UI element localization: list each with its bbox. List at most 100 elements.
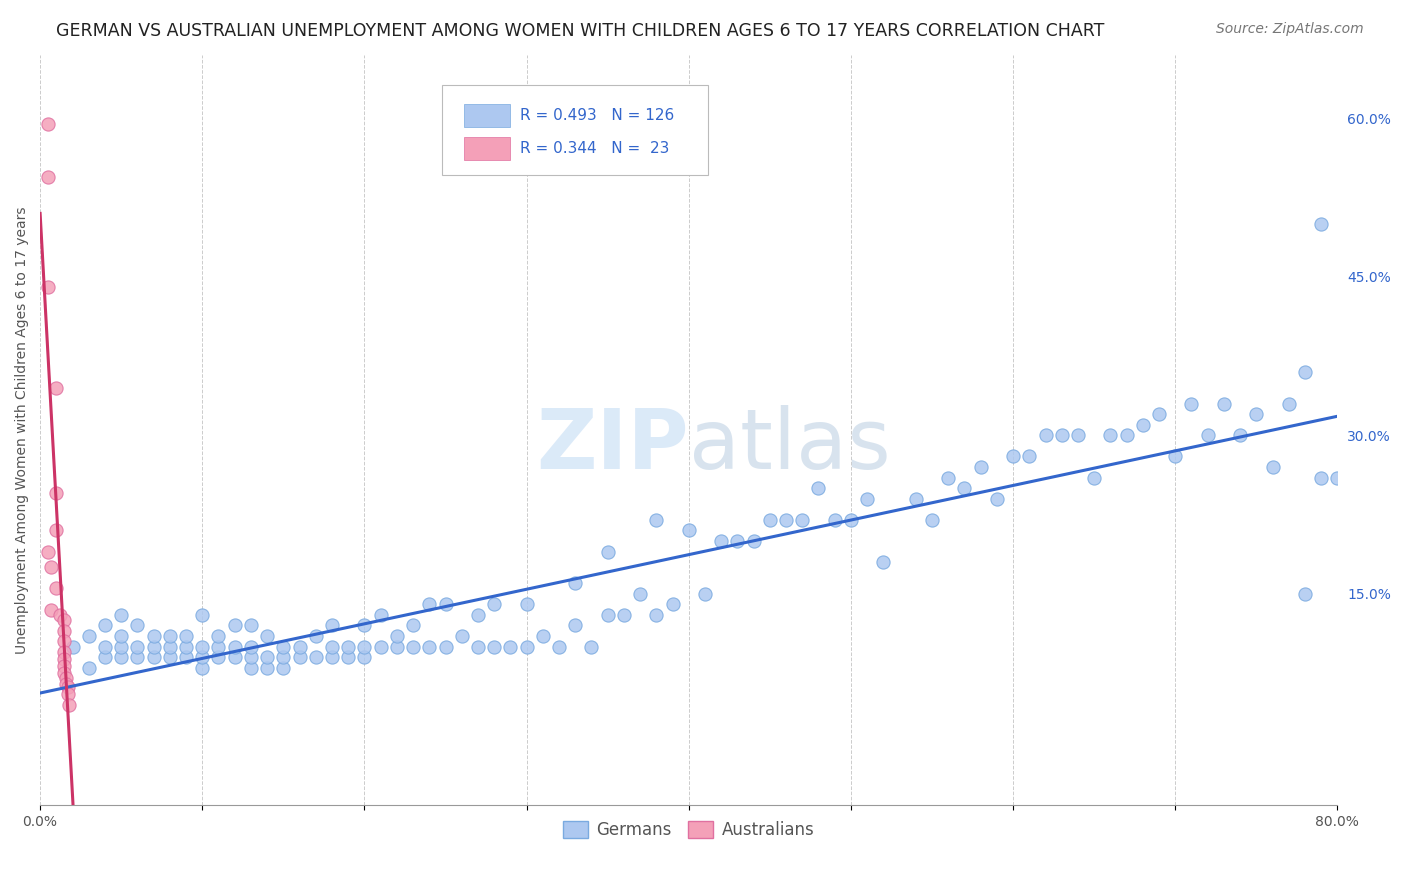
Point	[693, 587, 716, 601]
Point	[273, 650, 295, 665]
Point	[53, 613, 76, 627]
Point	[516, 598, 538, 612]
Point	[953, 481, 976, 495]
Text: R = 0.493   N = 126: R = 0.493 N = 126	[520, 108, 675, 123]
Point	[661, 598, 683, 612]
Point	[207, 640, 229, 654]
Point	[273, 640, 295, 654]
Point	[48, 607, 70, 622]
Point	[1180, 397, 1202, 411]
Point	[37, 117, 59, 131]
Point	[321, 618, 343, 632]
Point	[142, 640, 165, 654]
Point	[1229, 428, 1251, 442]
Point	[1050, 428, 1073, 442]
Point	[402, 640, 425, 654]
Point	[321, 650, 343, 665]
Point	[159, 650, 181, 665]
Point	[548, 640, 571, 654]
FancyBboxPatch shape	[464, 136, 510, 160]
Point	[191, 640, 214, 654]
Point	[725, 533, 748, 548]
Point	[775, 513, 797, 527]
Point	[273, 661, 295, 675]
Point	[41, 602, 63, 616]
Point	[174, 650, 197, 665]
Point	[434, 640, 457, 654]
Text: Source: ZipAtlas.com: Source: ZipAtlas.com	[1216, 22, 1364, 37]
Point	[337, 640, 360, 654]
Point	[482, 598, 505, 612]
Point	[1002, 450, 1025, 464]
Text: atlas: atlas	[689, 405, 890, 485]
Point	[288, 640, 311, 654]
Point	[856, 491, 879, 506]
Point	[564, 576, 586, 591]
Point	[62, 640, 84, 654]
Point	[1099, 428, 1122, 442]
Point	[94, 650, 117, 665]
Point	[191, 650, 214, 665]
Point	[191, 607, 214, 622]
Point	[613, 607, 636, 622]
Point	[1197, 428, 1219, 442]
Point	[53, 652, 76, 666]
Point	[564, 618, 586, 632]
Point	[353, 618, 375, 632]
Point	[1326, 470, 1348, 484]
Point	[159, 629, 181, 643]
Legend: Germans, Australians: Germans, Australians	[557, 814, 821, 846]
Point	[596, 544, 619, 558]
Point	[224, 650, 246, 665]
FancyBboxPatch shape	[464, 103, 510, 127]
Point	[792, 513, 814, 527]
Point	[1294, 365, 1316, 379]
Point	[239, 640, 262, 654]
Point	[53, 658, 76, 673]
Point	[94, 640, 117, 654]
Point	[418, 598, 440, 612]
Point	[385, 640, 408, 654]
Point	[77, 661, 100, 675]
Point	[53, 634, 76, 648]
Point	[353, 640, 375, 654]
Point	[759, 513, 782, 527]
Point	[872, 555, 894, 569]
Point	[516, 640, 538, 654]
Point	[645, 513, 668, 527]
Point	[288, 650, 311, 665]
Point	[1261, 460, 1284, 475]
Point	[110, 650, 132, 665]
Point	[531, 629, 554, 643]
Point	[239, 618, 262, 632]
Point	[305, 629, 328, 643]
Point	[1246, 407, 1268, 421]
Point	[159, 640, 181, 654]
Point	[385, 629, 408, 643]
Point	[45, 381, 67, 395]
Point	[56, 687, 79, 701]
Point	[678, 524, 700, 538]
Point	[467, 640, 489, 654]
Point	[110, 640, 132, 654]
Point	[94, 618, 117, 632]
Point	[321, 640, 343, 654]
Point	[41, 560, 63, 574]
Point	[45, 582, 67, 596]
Point	[450, 629, 472, 643]
Point	[256, 661, 278, 675]
Point	[110, 607, 132, 622]
Point	[921, 513, 943, 527]
Point	[37, 169, 59, 184]
Point	[1018, 450, 1040, 464]
Point	[53, 645, 76, 659]
Point	[224, 640, 246, 654]
Point	[142, 629, 165, 643]
Point	[499, 640, 522, 654]
Point	[418, 640, 440, 654]
Point	[1035, 428, 1057, 442]
Point	[1147, 407, 1170, 421]
Point	[969, 460, 991, 475]
Point	[142, 650, 165, 665]
Point	[1310, 217, 1333, 231]
